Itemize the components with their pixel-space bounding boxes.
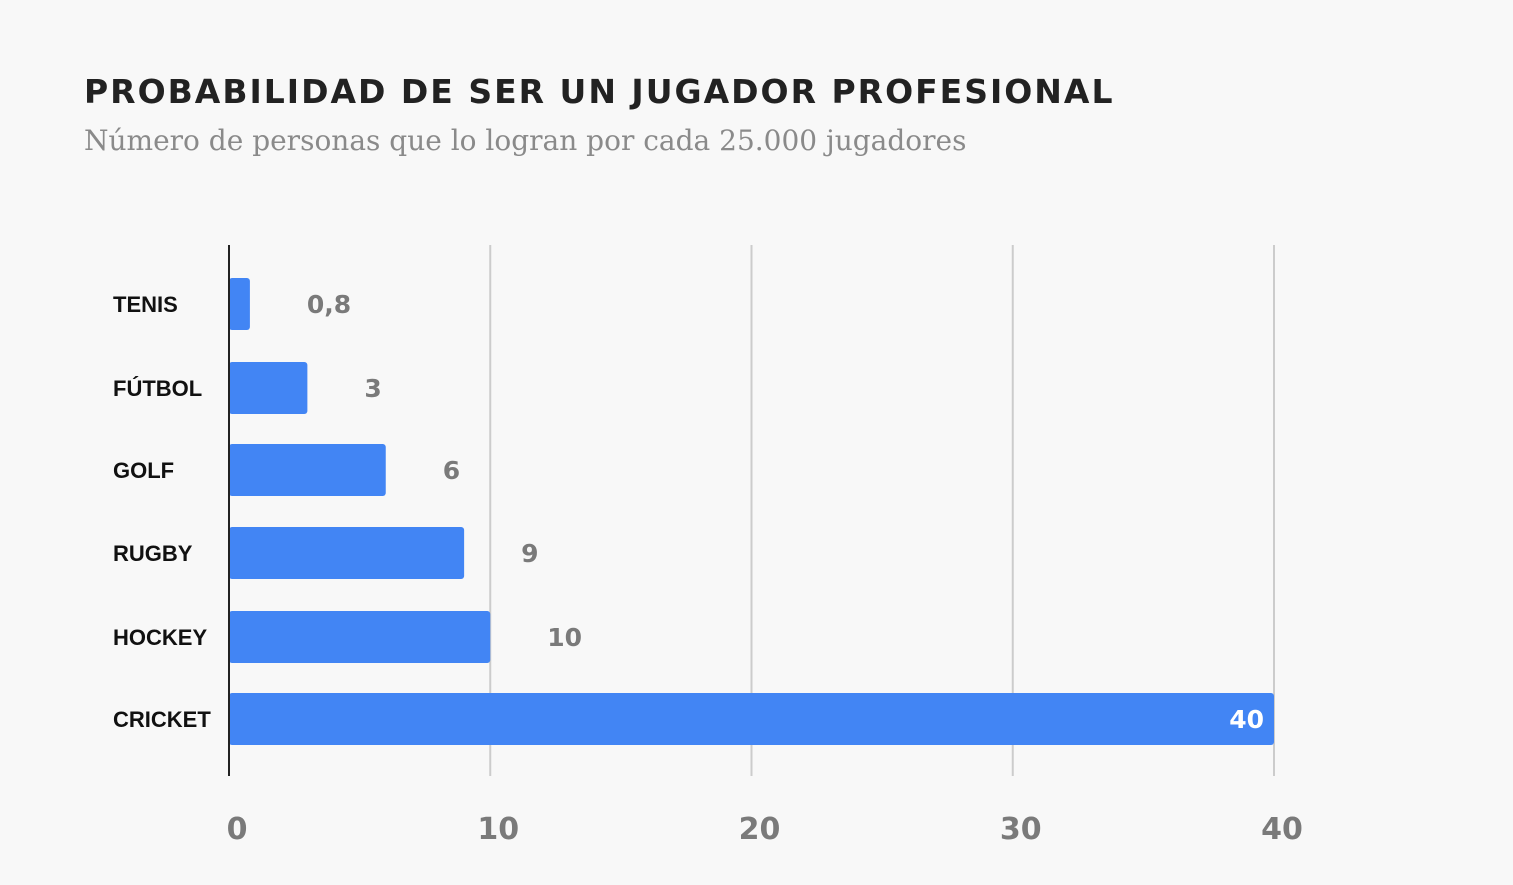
category-label: CRICKET [113, 707, 211, 732]
category-label: TENIS [113, 292, 178, 317]
chart-title: PROBABILIDAD DE SER UN JUGADOR PROFESION… [84, 72, 1115, 111]
bar-rugby [229, 527, 465, 579]
value-label: 40 [1229, 705, 1264, 734]
bar-cricket [229, 693, 1274, 745]
bar-hockey [229, 611, 491, 663]
x-tick-label: 0 [227, 812, 248, 847]
bar-tenis [229, 278, 250, 330]
value-label: 10 [547, 623, 582, 652]
x-tick-label: 40 [1261, 812, 1303, 847]
category-label: HOCKEY [113, 625, 207, 650]
value-label: 9 [521, 539, 538, 568]
value-label: 6 [443, 456, 460, 485]
bar-fútbol [229, 362, 308, 414]
category-label: GOLF [113, 458, 174, 483]
value-label: 3 [364, 374, 381, 403]
value-label: 0,8 [307, 290, 351, 319]
x-tick-label: 10 [477, 812, 519, 847]
x-tick-label: 30 [1000, 812, 1042, 847]
x-tick-label: 20 [739, 812, 781, 847]
category-label: RUGBY [113, 541, 193, 566]
category-label: FÚTBOL [113, 376, 202, 401]
chart-subtitle: Número de personas que lo logran por cad… [84, 124, 967, 157]
bar-golf [229, 444, 386, 496]
